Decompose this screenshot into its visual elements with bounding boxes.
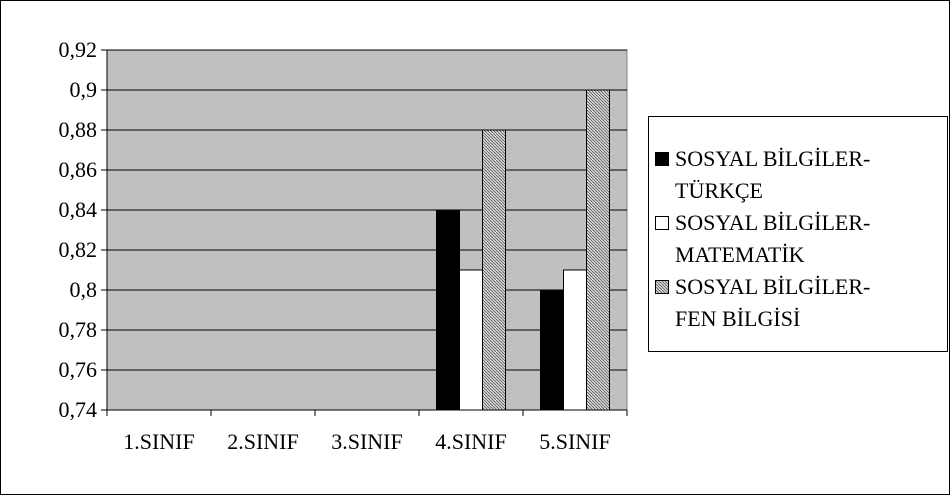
y-tick-label: 0,86 (59, 157, 98, 182)
y-tick-label: 0,8 (70, 277, 98, 302)
y-tick-label: 0,78 (59, 317, 98, 342)
x-tick-label: 5.SINIF (539, 429, 611, 454)
legend-label-line2: TÜRKÇE (675, 178, 763, 203)
x-tick-label: 3.SINIF (331, 429, 403, 454)
y-tick-labels: 0,74 0,76 0,78 0,8 0,82 0,84 0,86 0,88 0,9 0,92 (59, 37, 98, 422)
legend: SOSYAL BİLGİLER- TÜRKÇE SOSYAL BİLGİLER-… (648, 116, 948, 352)
legend-label-line2: MATEMATİK (675, 242, 805, 267)
y-tick-label: 0,92 (59, 37, 98, 62)
y-tick-label: 0,9 (70, 77, 98, 102)
bar (459, 269, 483, 411)
legend-label-line1: SOSYAL BİLGİLER- (675, 274, 871, 299)
x-tick-label: 2.SINIF (227, 429, 299, 454)
legend-swatch-solid-white (655, 216, 669, 230)
bar (563, 269, 587, 411)
y-tick-label: 0,84 (59, 197, 98, 222)
y-tick-label: 0,82 (59, 237, 98, 262)
legend-label-line1: SOSYAL BİLGİLER- (675, 146, 871, 171)
legend-label-line2: FEN BİLGİSİ (675, 306, 801, 331)
x-tick-label: 4.SINIF (435, 429, 507, 454)
y-tick-label: 0,88 (59, 117, 98, 142)
axes (101, 49, 628, 416)
legend-label-line1: SOSYAL BİLGİLER- (675, 210, 871, 235)
bar (482, 129, 506, 411)
bar (540, 289, 564, 411)
y-tick-label: 0,76 (59, 357, 98, 382)
legend-item-matematik: SOSYAL BİLGİLER- MATEMATİK (655, 207, 935, 271)
bars (436, 89, 610, 411)
legend-item-fen-bilgisi: SOSYAL BİLGİLER- FEN BİLGİSİ (655, 271, 935, 335)
x-tick-label: 1.SINIF (123, 429, 195, 454)
y-tick-label: 0,74 (59, 397, 98, 422)
legend-item-turkce: SOSYAL BİLGİLER- TÜRKÇE (655, 143, 935, 207)
legend-swatch-hatched (655, 280, 669, 294)
x-tick-labels: 1.SINIF 2.SINIF 3.SINIF 4.SINIF 5.SINIF (123, 429, 611, 454)
bar (436, 209, 460, 411)
legend-swatch-solid-black (655, 152, 669, 166)
bar (586, 89, 610, 411)
